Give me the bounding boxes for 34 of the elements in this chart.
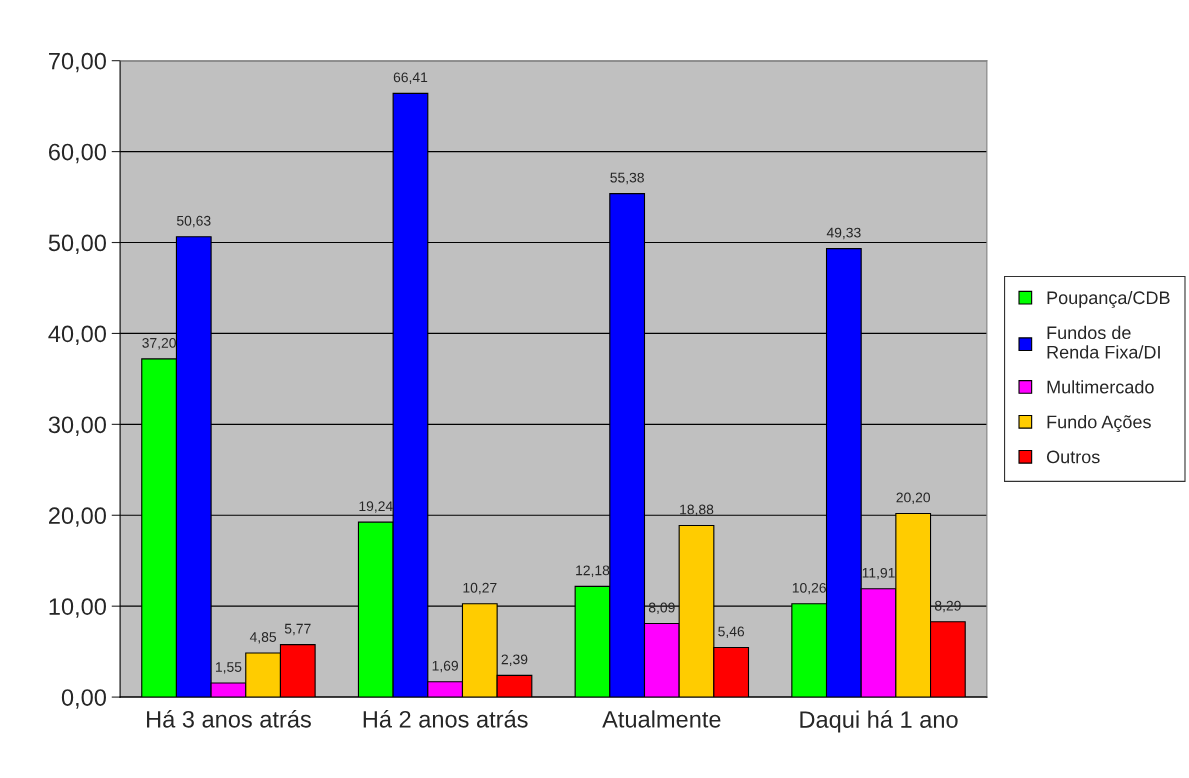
legend-label: Outros (1046, 450, 1100, 464)
x-tick-label: Há 2 anos atrás (363, 710, 528, 728)
data-label: 18,88 (680, 504, 714, 516)
y-tick-label: 70,00 (49, 52, 106, 73)
data-label: 66,41 (393, 72, 428, 84)
data-label: 5,46 (718, 626, 745, 639)
data-label: 37,20 (142, 337, 176, 350)
data-label: 1,69 (432, 660, 458, 673)
y-tick-label: 20,00 (49, 507, 106, 527)
data-label: 20,20 (896, 492, 931, 504)
legend-label: Multimercado (1047, 380, 1154, 394)
data-label: 2,39 (501, 654, 528, 666)
y-tick-label: 50,00 (48, 234, 106, 255)
data-label: 1,55 (215, 662, 242, 674)
y-tick-label: 30,00 (48, 416, 106, 436)
y-tick-label: 40,00 (48, 325, 106, 346)
legend-label: Fundos de Renda Fixa/DI (1047, 325, 1160, 359)
data-label: 55,38 (610, 172, 644, 185)
data-label: 50,63 (176, 215, 211, 228)
y-tick-label: 60,00 (49, 143, 106, 164)
y-tick-label: 10,00 (49, 598, 106, 618)
legend-label: Fundo Ações (1047, 415, 1151, 432)
data-label: 4,85 (249, 632, 277, 644)
x-tick-label: Daqui há 1 ano (800, 710, 958, 733)
data-label: 5,77 (284, 623, 311, 636)
data-label: 10,26 (792, 582, 826, 595)
x-tick-label: Atualmente (602, 710, 721, 728)
data-label: 49,33 (826, 227, 861, 240)
data-label: 10,27 (463, 582, 497, 595)
y-tick-label: 0,00 (61, 689, 106, 709)
legend-label: Poupança/CDB (1047, 290, 1170, 308)
x-tick-label: Há 3 anos atrás (147, 710, 311, 728)
data-label: 11,91 (862, 567, 895, 580)
data-label: 19,24 (359, 501, 393, 513)
